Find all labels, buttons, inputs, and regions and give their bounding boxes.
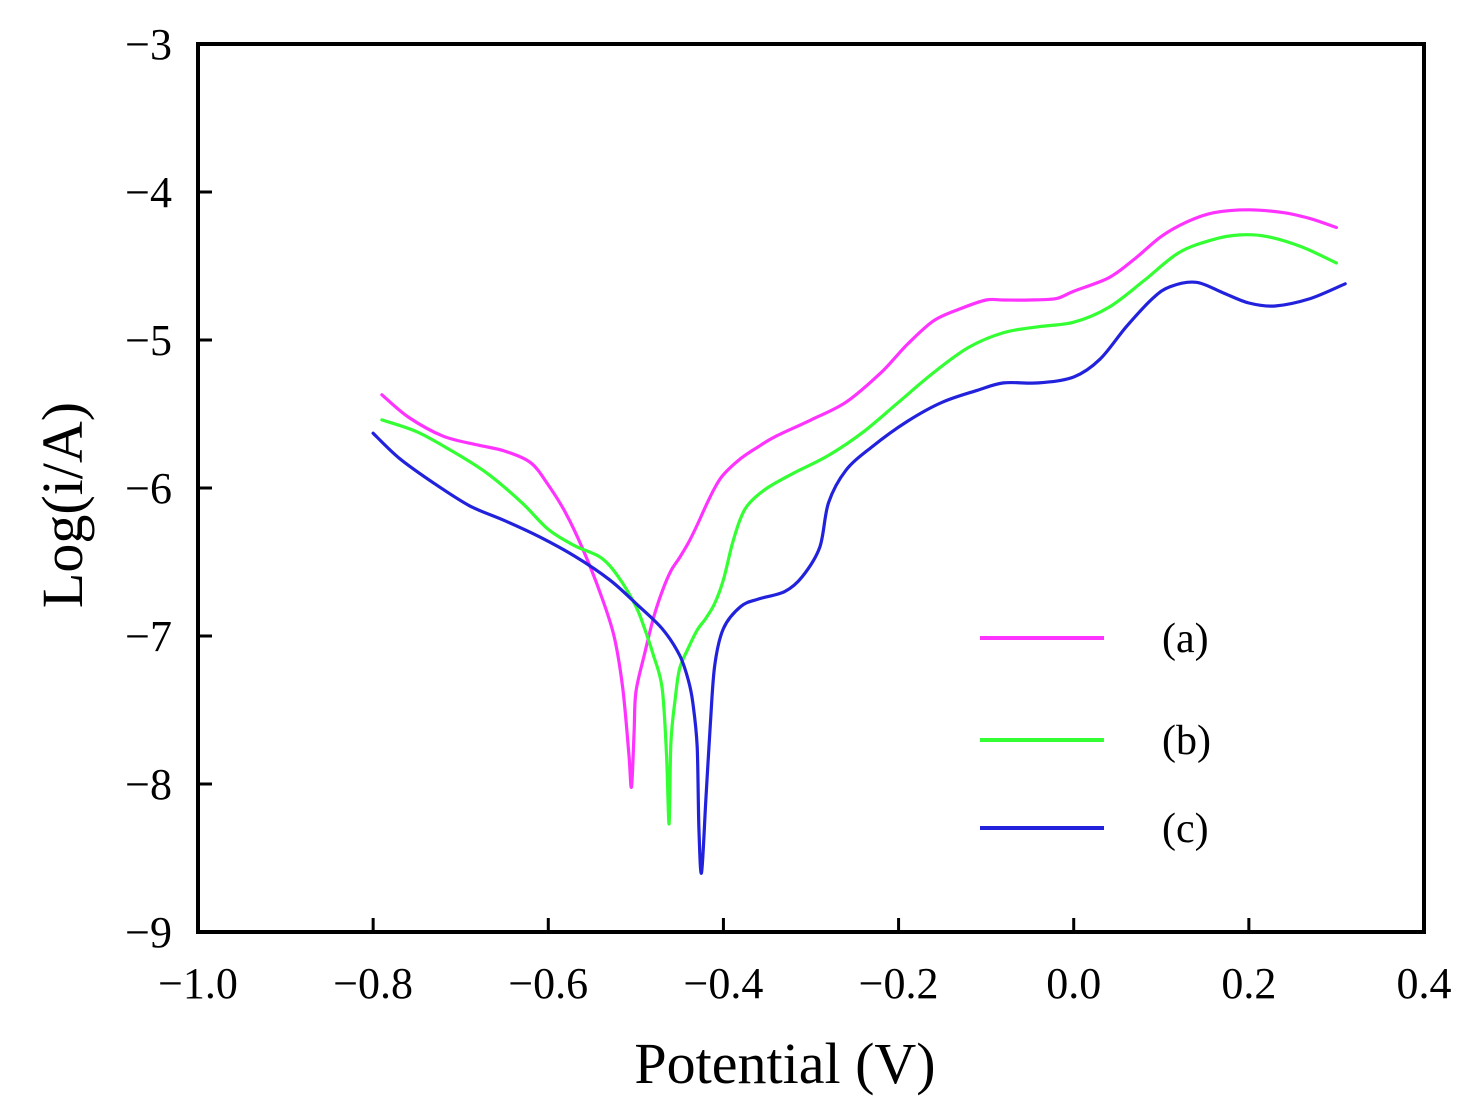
series-line-a: [380, 208, 1338, 789]
y-tick-label: −6: [125, 464, 172, 513]
y-tick-label: −5: [125, 316, 172, 365]
y-tick-label: −9: [125, 908, 172, 957]
x-tick-label: −0.2: [859, 959, 939, 1008]
y-tick-label: −8: [125, 760, 172, 809]
series-line-c: [371, 280, 1347, 875]
x-tick-label: −1.0: [158, 959, 238, 1008]
y-axis: −3 −4 −5 −6 −7 −8 −9: [125, 20, 212, 957]
legend-label: (b): [1162, 718, 1211, 764]
y-tick-label: −7: [125, 612, 172, 661]
x-tick-label: 0.4: [1397, 959, 1452, 1008]
x-axis-title: Potential (V): [634, 1031, 935, 1096]
series-layer: [371, 208, 1347, 875]
x-tick-label: −0.8: [333, 959, 413, 1008]
plot-frame: [196, 42, 1426, 934]
legend: (a) (b) (c): [980, 616, 1211, 852]
x-tick-label: −0.4: [684, 959, 764, 1008]
y-tick-label: −4: [125, 168, 172, 217]
legend-label: (a): [1162, 616, 1209, 662]
series-line-b: [380, 233, 1338, 826]
legend-label: (c): [1162, 806, 1209, 852]
y-tick-label: −3: [125, 20, 172, 69]
y-axis-title: Log(i/A): [30, 402, 95, 608]
x-tick-label: −0.6: [508, 959, 588, 1008]
x-axis: −1.0 −0.8 −0.6 −0.4 −0.2 0.0 0.2 0.4: [158, 918, 1452, 1008]
x-tick-label: 0.2: [1221, 959, 1276, 1008]
x-tick-label: 0.0: [1046, 959, 1101, 1008]
